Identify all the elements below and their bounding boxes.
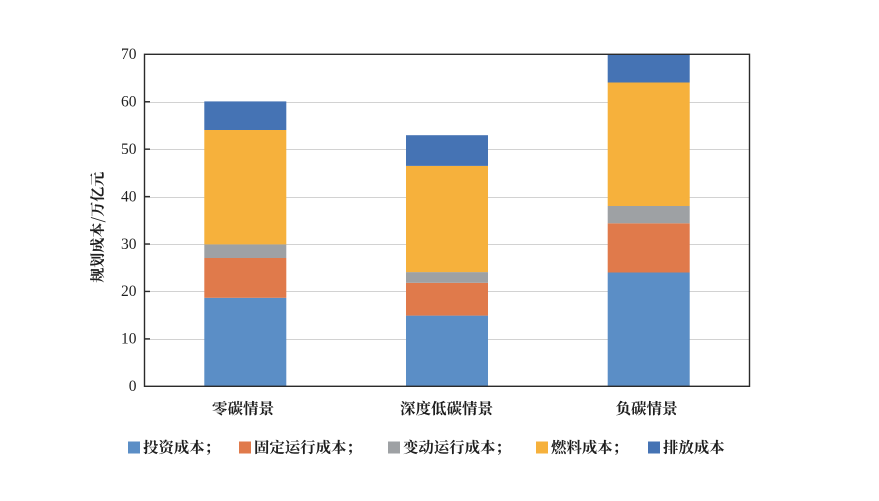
svg-text:70: 70 (121, 46, 137, 63)
svg-text:50: 50 (121, 141, 137, 158)
svg-text:40: 40 (121, 188, 137, 205)
svg-text:30: 30 (121, 236, 137, 253)
svg-text:60: 60 (121, 94, 137, 111)
svg-text:0: 0 (129, 378, 137, 395)
svg-text:10: 10 (121, 331, 137, 348)
svg-text:20: 20 (121, 283, 137, 300)
